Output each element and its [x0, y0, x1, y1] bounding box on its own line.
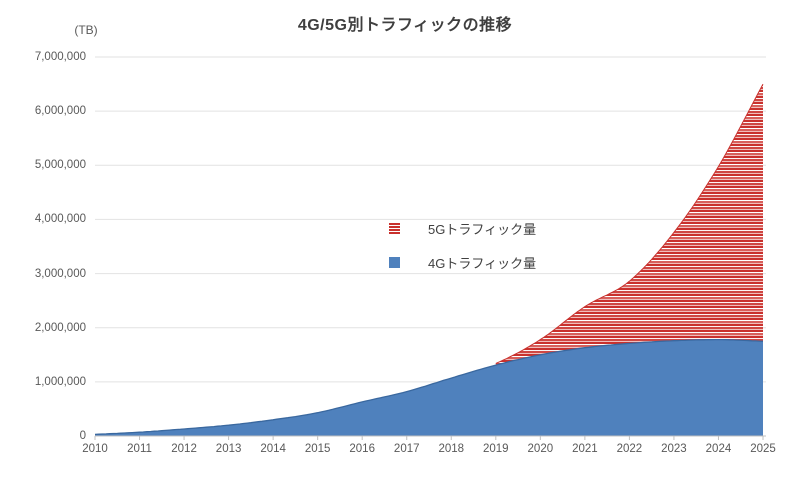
y-tick-label: 4,000,000	[34, 213, 86, 226]
chart-title: 4G/5G別トラフィックの推移	[297, 17, 513, 34]
area-5g-top-edge	[495, 83, 764, 364]
area-4g-traffic	[95, 339, 763, 436]
y-tick-label: 1,000,000	[34, 375, 86, 388]
x-tick-label: 2022	[616, 443, 643, 455]
x-tick-label: 2015	[304, 443, 331, 455]
area-4g-top-edge	[94, 338, 764, 436]
legend-label-4g: 4Gトラフィック量	[428, 255, 537, 271]
x-tick-label: 2024	[705, 443, 732, 455]
legend-label-5g: 5Gトラフィック量	[428, 221, 537, 237]
x-tick-label: 2020	[527, 443, 554, 455]
x-tick-label: 2013	[215, 443, 242, 455]
y-tick-label: 7,000,000	[34, 51, 86, 63]
y-tick-label: 0	[79, 430, 86, 442]
x-tick-label: 2012	[171, 443, 197, 455]
x-tick-label: 2023	[661, 443, 687, 455]
x-tick-label: 2018	[438, 443, 465, 455]
x-tick-label: 2019	[483, 443, 509, 455]
x-tick-label: 2010	[82, 443, 108, 455]
y-tick-label: 3,000,000	[34, 267, 86, 280]
x-tick-label: 2014	[260, 443, 286, 455]
legend: 5Gトラフィック量 4Gトラフィック量	[389, 219, 536, 271]
legend-item-5g: 5Gトラフィック量	[389, 219, 536, 237]
y-tick-label: 6,000,000	[34, 105, 86, 118]
y-tick-label: 5,000,000	[34, 159, 86, 172]
y-tick-label: 2,000,000	[34, 321, 86, 334]
x-tick-label: 2011	[127, 443, 152, 455]
5g-striped-swatch-icon	[389, 222, 400, 234]
area-5g-traffic	[495, 84, 763, 366]
x-tick-label: 2016	[349, 443, 375, 455]
y-axis-unit-label: (TB)	[74, 23, 98, 37]
x-tick-label: 2021	[572, 443, 598, 455]
x-tick-label: 2025	[750, 443, 776, 455]
4g-solid-swatch-icon	[389, 256, 400, 268]
x-tick-label: 2017	[393, 443, 420, 455]
legend-item-4g: 4Gトラフィック量	[389, 253, 536, 271]
